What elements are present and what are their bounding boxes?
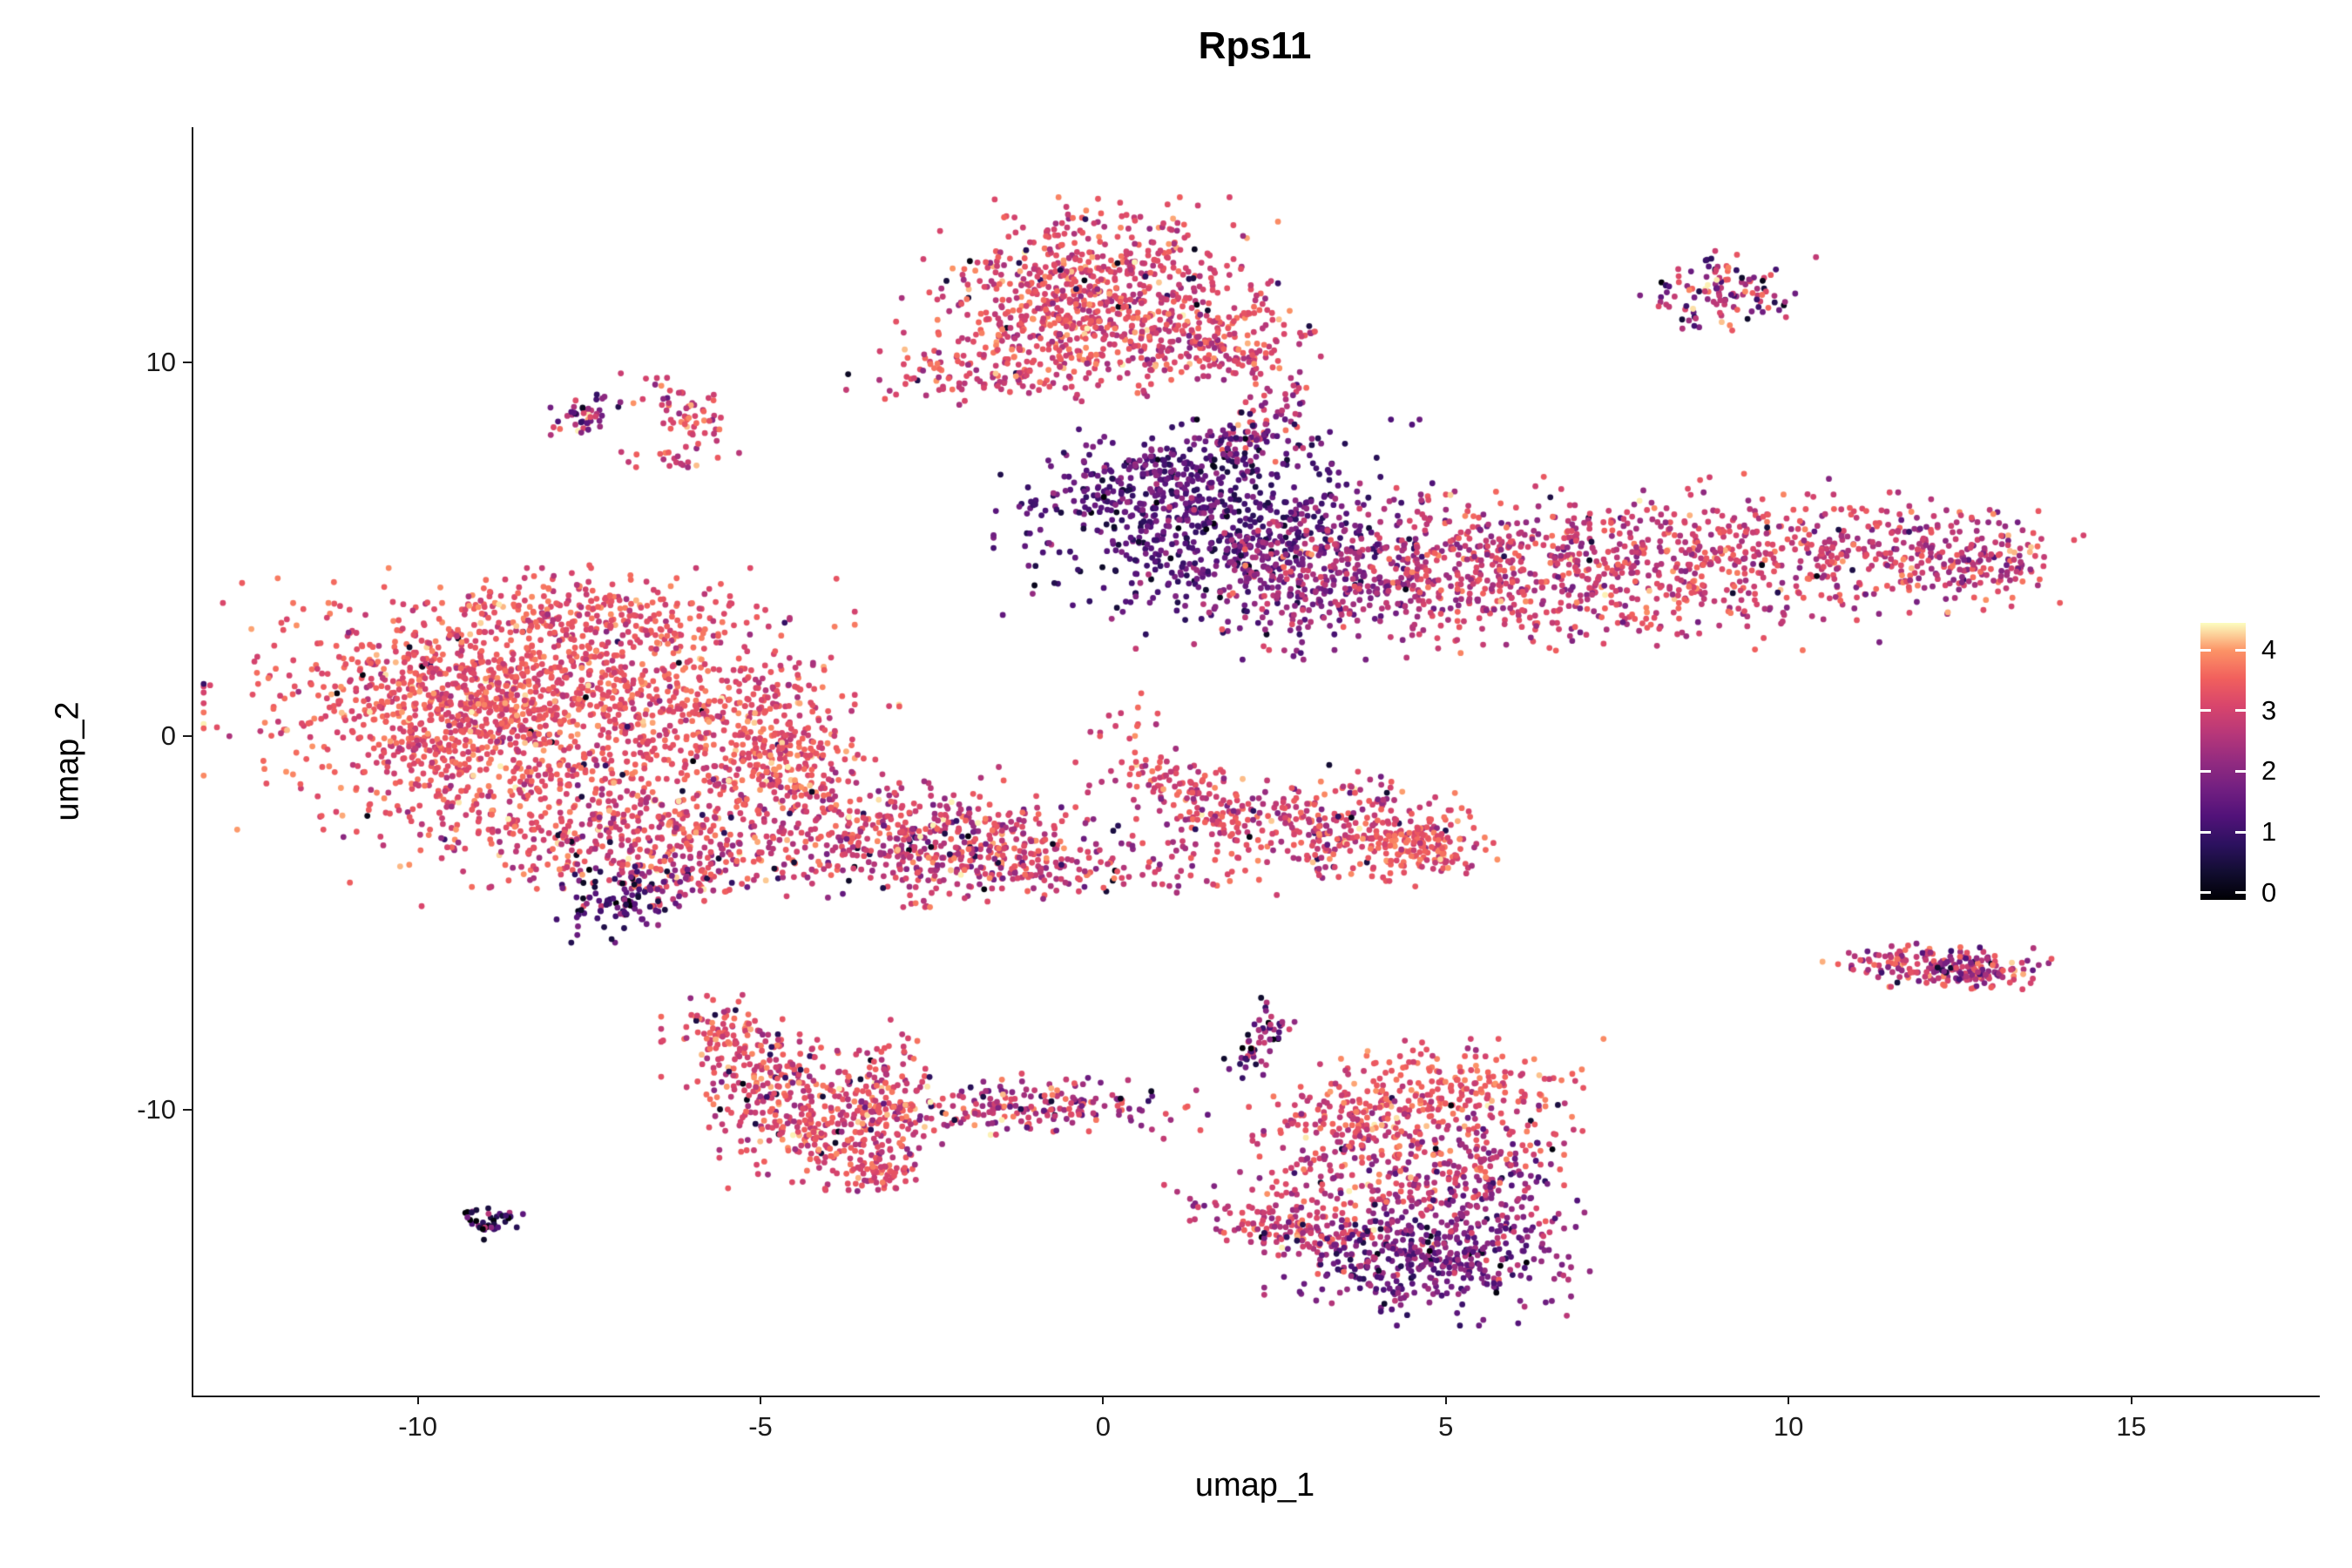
x-axis-tick-mark — [2130, 1396, 2132, 1404]
legend-gradient-bar — [2200, 623, 2246, 900]
x-axis-tick-label: 15 — [2116, 1411, 2146, 1442]
x-axis-tick-mark — [416, 1396, 419, 1404]
legend-tick-mark — [2200, 709, 2211, 713]
x-axis-tick-mark — [1788, 1396, 1790, 1404]
legend-tick-mark — [2235, 709, 2246, 713]
legend-tick-mark — [2235, 648, 2246, 652]
y-axis-tick-mark — [183, 362, 192, 364]
legend-tick-label: 3 — [2261, 694, 2277, 726]
x-axis-tick-label: 5 — [1438, 1411, 1454, 1442]
legend-tick-label: 0 — [2261, 876, 2277, 908]
legend-tick-mark — [2235, 891, 2246, 895]
y-axis-tick-label: 10 — [145, 347, 176, 378]
y-axis-title: umap_2 — [49, 701, 86, 821]
x-axis-tick-label: -5 — [748, 1411, 773, 1442]
legend-tick-mark — [2200, 891, 2211, 895]
plot-title: Rps11 — [1198, 24, 1312, 67]
plot-panel — [192, 127, 2320, 1397]
x-axis-tick-label: -10 — [398, 1411, 438, 1442]
x-axis-tick-label: 10 — [1773, 1411, 1804, 1442]
y-axis-tick-mark — [183, 735, 192, 738]
legend-tick-mark — [2235, 830, 2246, 834]
legend-tick-mark — [2200, 648, 2211, 652]
x-axis-tick-mark — [1102, 1396, 1105, 1404]
x-axis-tick-mark — [1444, 1396, 1447, 1404]
legend-tick-label: 1 — [2261, 816, 2277, 848]
x-axis-tick-label: 0 — [1095, 1411, 1112, 1442]
legend-tick-mark — [2235, 769, 2246, 773]
legend-tick-mark — [2200, 830, 2211, 834]
y-axis-tick-label: -10 — [137, 1094, 176, 1125]
scatter-points-canvas — [193, 127, 2318, 1394]
legend-tick-label: 2 — [2261, 755, 2277, 787]
x-axis-tick-mark — [760, 1396, 762, 1404]
y-axis-tick-mark — [183, 1109, 192, 1112]
legend-tick-label: 4 — [2261, 634, 2277, 666]
legend-tick-mark — [2200, 769, 2211, 773]
y-axis-tick-label: 0 — [160, 720, 176, 752]
x-axis-title: umap_1 — [1194, 1467, 1315, 1504]
